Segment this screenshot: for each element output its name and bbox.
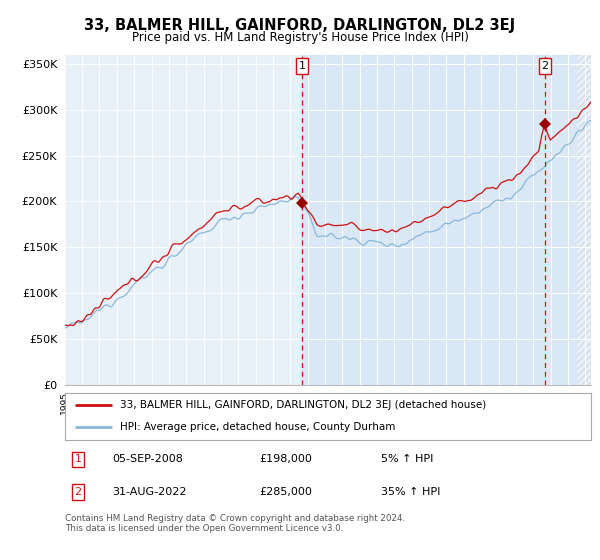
Text: HPI: Average price, detached house, County Durham: HPI: Average price, detached house, Coun… — [120, 422, 395, 432]
Text: 2: 2 — [74, 487, 82, 497]
Text: £198,000: £198,000 — [259, 455, 313, 464]
Text: Price paid vs. HM Land Registry's House Price Index (HPI): Price paid vs. HM Land Registry's House … — [131, 31, 469, 44]
Text: 1: 1 — [298, 61, 305, 71]
Text: 5% ↑ HPI: 5% ↑ HPI — [380, 455, 433, 464]
Text: Contains HM Land Registry data © Crown copyright and database right 2024.
This d: Contains HM Land Registry data © Crown c… — [65, 514, 405, 534]
Text: 1: 1 — [74, 455, 82, 464]
Text: 35% ↑ HPI: 35% ↑ HPI — [380, 487, 440, 497]
Text: 33, BALMER HILL, GAINFORD, DARLINGTON, DL2 3EJ (detached house): 33, BALMER HILL, GAINFORD, DARLINGTON, D… — [120, 400, 487, 410]
Text: £285,000: £285,000 — [259, 487, 313, 497]
Text: 05-SEP-2008: 05-SEP-2008 — [112, 455, 183, 464]
Text: 31-AUG-2022: 31-AUG-2022 — [112, 487, 187, 497]
Text: 33, BALMER HILL, GAINFORD, DARLINGTON, DL2 3EJ: 33, BALMER HILL, GAINFORD, DARLINGTON, D… — [85, 18, 515, 33]
Bar — [577, 55, 591, 385]
Bar — [302, 55, 591, 385]
Text: 2: 2 — [541, 61, 548, 71]
